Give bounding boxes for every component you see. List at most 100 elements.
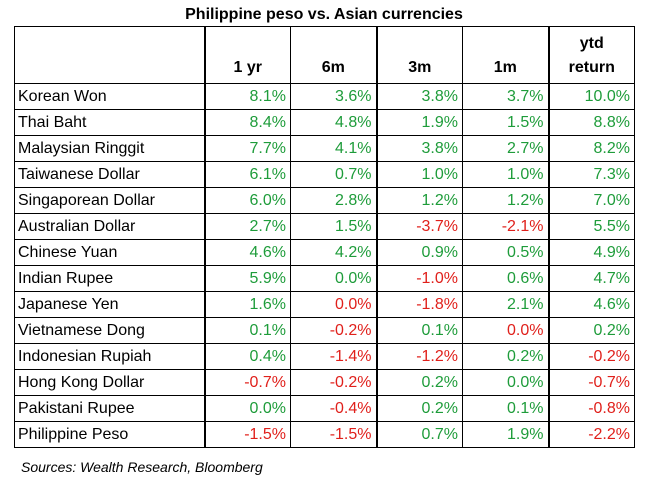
value-cell-6m: -1.4% [290, 343, 378, 370]
value-cell-6m: -0.2% [290, 317, 378, 344]
value-cell-1m: 0.0% [462, 369, 550, 396]
value-cell-1yr: 4.6% [203, 239, 291, 266]
currency-name: Chinese Yuan [14, 239, 205, 266]
value-cell-1yr: 6.0% [203, 187, 291, 214]
currency-name: Pakistani Rupee [14, 395, 205, 422]
table-row: Philippine Peso -1.5% -1.5% 0.7% 1.9% -2.2% [14, 421, 635, 448]
value-cell-ytd-return: 5.5% [548, 213, 635, 240]
table-row: Japanese Yen 1.6% 0.0% -1.8% 2.1% 4.6% [14, 291, 635, 318]
value-cell-1yr: 6.1% [203, 161, 291, 188]
value-cell-1yr: 0.4% [203, 343, 291, 370]
table-row: Vietnamese Dong 0.1% -0.2% 0.1% 0.0% 0.2% [14, 317, 635, 344]
value-cell-3m: -1.8% [376, 291, 463, 318]
value-cell-ytd-return: -0.7% [548, 369, 635, 396]
value-cell-1m: 0.1% [462, 395, 550, 422]
value-cell-ytd-return: 7.3% [548, 161, 635, 188]
table-title: Philippine peso vs. Asian currencies [185, 6, 463, 23]
value-cell-6m: 1.5% [290, 213, 378, 240]
table-row: Korean Won 8.1% 3.6% 3.8% 3.7% 10.0% [14, 83, 635, 110]
value-cell-1yr: 8.4% [203, 109, 291, 136]
value-cell-6m: 4.1% [290, 135, 378, 162]
value-cell-3m: 0.2% [376, 395, 463, 422]
value-cell-ytd-return: 8.2% [548, 135, 635, 162]
table-row: Indian Rupee 5.9% 0.0% -1.0% 0.6% 4.7% [14, 265, 635, 292]
header-6m: 6m [290, 26, 378, 84]
value-cell-6m: 4.8% [290, 109, 378, 136]
table-row: Australian Dollar 2.7% 1.5% -3.7% -2.1% 5.5% [14, 213, 635, 240]
currency-name: Japanese Yen [14, 291, 205, 318]
header-1yr: 1 yr [203, 26, 291, 84]
value-cell-1m: 1.9% [462, 421, 550, 448]
value-cell-6m: 0.0% [290, 291, 378, 318]
value-cell-ytd-return: 8.8% [548, 109, 635, 136]
value-cell-ytd-return: 0.2% [548, 317, 635, 344]
value-cell-1m: 0.0% [462, 317, 550, 344]
currency-name: Singaporean Dollar [14, 187, 205, 214]
value-cell-ytd-return: -0.8% [548, 395, 635, 422]
currency-name: Thai Baht [14, 109, 205, 136]
value-cell-6m: 2.8% [290, 187, 378, 214]
value-cell-3m: 3.8% [376, 135, 463, 162]
currency-name: Hong Kong Dollar [14, 369, 205, 396]
value-cell-6m: 4.2% [290, 239, 378, 266]
value-cell-1m: 0.6% [462, 265, 550, 292]
currency-name: Indian Rupee [14, 265, 205, 292]
value-cell-1yr: 0.0% [203, 395, 291, 422]
value-cell-6m: 3.6% [290, 83, 378, 110]
currency-name: Indonesian Rupiah [14, 343, 205, 370]
value-cell-1m: 1.2% [462, 187, 550, 214]
table-row: Pakistani Rupee 0.0% -0.4% 0.2% 0.1% -0.8% [14, 395, 635, 422]
value-cell-1yr: 1.6% [203, 291, 291, 318]
currency-name: Australian Dollar [14, 213, 205, 240]
table-row: Chinese Yuan 4.6% 4.2% 0.9% 0.5% 4.9% [14, 239, 635, 266]
table-row: Taiwanese Dollar 6.1% 0.7% 1.0% 1.0% 7.3% [14, 161, 635, 188]
value-cell-1m: 1.5% [462, 109, 550, 136]
currency-name: Malaysian Ringgit [14, 135, 205, 162]
value-cell-6m: 0.0% [290, 265, 378, 292]
table-row: Singaporean Dollar 6.0% 2.8% 1.2% 1.2% 7.0% [14, 187, 635, 214]
currency-returns-table: 1 yr 6m 3m 1m ytd return Korean Won 8.1% 3.… [14, 26, 635, 448]
value-cell-3m: -1.2% [376, 343, 463, 370]
value-cell-6m: -0.4% [290, 395, 378, 422]
header-ytd-return: ytd return [548, 26, 635, 84]
currency-name: Vietnamese Dong [14, 317, 205, 344]
value-cell-1m: 0.2% [462, 343, 550, 370]
header-1m: 1m [462, 26, 550, 84]
source-note: Sources: Wealth Research, Bloomberg [21, 459, 263, 475]
value-cell-1yr: 0.1% [203, 317, 291, 344]
value-cell-3m: -3.7% [376, 213, 463, 240]
value-cell-ytd-return: 4.6% [548, 291, 635, 318]
table-row: Hong Kong Dollar -0.7% -0.2% 0.2% 0.0% -0.7% [14, 369, 635, 396]
value-cell-ytd-return: 4.9% [548, 239, 635, 266]
value-cell-3m: 0.1% [376, 317, 463, 344]
currency-name: Taiwanese Dollar [14, 161, 205, 188]
value-cell-1yr: 2.7% [203, 213, 291, 240]
table-body: Korean Won 8.1% 3.6% 3.8% 3.7% 10.0% Thai Baht… [14, 83, 635, 448]
header-currency [14, 26, 205, 84]
value-cell-3m: 1.0% [376, 161, 463, 188]
value-cell-3m: -1.0% [376, 265, 463, 292]
value-cell-3m: 0.9% [376, 239, 463, 266]
table-row: Indonesian Rupiah 0.4% -1.4% -1.2% 0.2% -0.2% [14, 343, 635, 370]
table-row: Malaysian Ringgit 7.7% 4.1% 3.8% 2.7% 8.2% [14, 135, 635, 162]
value-cell-1m: -2.1% [462, 213, 550, 240]
value-cell-1m: 3.7% [462, 83, 550, 110]
value-cell-ytd-return: 4.7% [548, 265, 635, 292]
value-cell-ytd-return: 7.0% [548, 187, 635, 214]
value-cell-ytd-return: 10.0% [548, 83, 635, 110]
value-cell-1m: 0.5% [462, 239, 550, 266]
value-cell-3m: 3.8% [376, 83, 463, 110]
value-cell-3m: 0.7% [376, 421, 463, 448]
value-cell-1yr: 5.9% [203, 265, 291, 292]
header-row: 1 yr 6m 3m 1m ytd return [14, 26, 635, 84]
header-3m: 3m [376, 26, 463, 84]
value-cell-1m: 2.7% [462, 135, 550, 162]
value-cell-ytd-return: -0.2% [548, 343, 635, 370]
value-cell-6m: 0.7% [290, 161, 378, 188]
value-cell-3m: 0.2% [376, 369, 463, 396]
currency-name: Philippine Peso [14, 421, 205, 448]
value-cell-3m: 1.9% [376, 109, 463, 136]
value-cell-1m: 1.0% [462, 161, 550, 188]
value-cell-1yr: 8.1% [203, 83, 291, 110]
value-cell-6m: -0.2% [290, 369, 378, 396]
